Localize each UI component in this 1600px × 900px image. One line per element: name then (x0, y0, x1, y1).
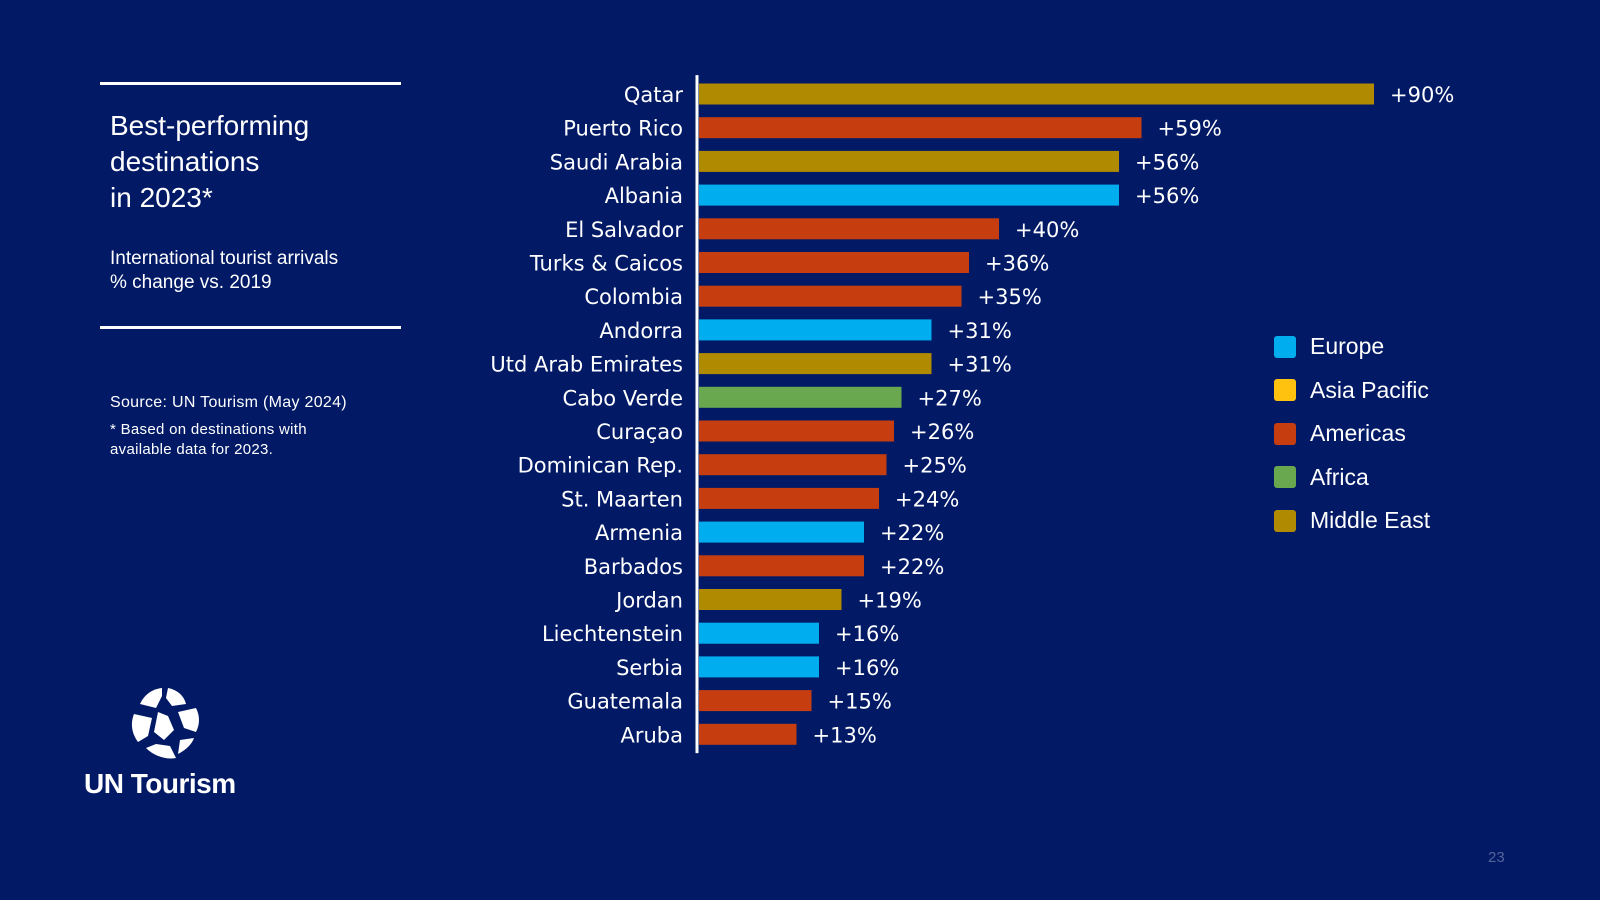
data-label: +36% (985, 252, 1049, 276)
legend-label: Asia Pacific (1310, 376, 1429, 403)
bottom-divider (100, 326, 401, 329)
category-label: Andorra (599, 319, 683, 343)
bar (699, 184, 1119, 206)
data-label: +16% (835, 656, 899, 680)
category-label: Puerto Rico (563, 117, 683, 141)
category-label: Dominican Rep. (518, 454, 683, 478)
bar (699, 420, 894, 442)
legend-label: Middle East (1310, 507, 1431, 533)
category-label: Qatar (624, 83, 684, 107)
category-label: Barbados (584, 555, 683, 579)
bar (699, 622, 819, 644)
logo-text: UN Tourism (84, 768, 236, 799)
category-label: Jordan (614, 589, 683, 613)
data-label: +25% (903, 454, 967, 478)
top-divider (100, 82, 401, 85)
bar (699, 83, 1374, 105)
page-title: Best-performing destinations in 2023* (110, 108, 410, 216)
legend-label: Africa (1310, 463, 1369, 490)
un-tourism-globe-icon (131, 688, 199, 759)
page-number: 23 (1488, 849, 1505, 866)
data-label: +56% (1135, 150, 1199, 174)
bar (699, 454, 887, 476)
bar (699, 117, 1142, 139)
data-label: +16% (835, 622, 899, 646)
legend-swatch (1274, 379, 1296, 401)
subtitle-line: % change vs. 2019 (110, 272, 272, 293)
data-label: +27% (918, 386, 982, 410)
legend-item: Middle East (1274, 507, 1431, 533)
bar (699, 589, 842, 610)
chart-legend: Europe Asia Pacific Americas Africa Middle E… (1274, 333, 1431, 553)
chart-subtitle: International tourist arrivals % change … (110, 247, 410, 295)
data-label: +19% (858, 589, 922, 613)
category-label: Colombia (584, 285, 683, 309)
bar (699, 218, 999, 240)
legend-item: Americas (1274, 420, 1430, 446)
legend-swatch (1274, 422, 1296, 445)
legend-item: Africa (1274, 463, 1430, 490)
title-line: Best-performing (110, 110, 310, 141)
legend-item: Asia Pacific (1274, 376, 1430, 403)
data-label: +59% (1158, 117, 1222, 141)
category-label: Cabo Verde (562, 386, 683, 410)
category-label: El Salvador (565, 218, 683, 242)
bar (699, 353, 932, 375)
bar (699, 285, 962, 307)
legend-label: Europe (1310, 333, 1385, 359)
category-label: Aruba (620, 723, 683, 747)
data-label: +35% (978, 285, 1042, 309)
category-label: Liechtenstein (542, 622, 683, 646)
data-label: +31% (948, 319, 1012, 343)
bar (699, 723, 797, 745)
footnote: * Based on destinations with available d… (110, 420, 400, 460)
data-label: +56% (1135, 184, 1199, 208)
data-label: +40% (1015, 218, 1079, 242)
title-line: destinations (110, 146, 260, 177)
bar (699, 656, 819, 678)
footnote-line: * Based on destinations with (110, 421, 307, 438)
category-label: Serbia (616, 656, 683, 680)
bar (699, 555, 864, 577)
data-label: +90% (1390, 83, 1454, 107)
category-label: Curaçao (596, 420, 683, 444)
source-text: Source: UN Tourism (May 2024) (110, 394, 347, 411)
legend-swatch (1274, 466, 1296, 488)
data-label: +15% (828, 690, 892, 714)
bar (699, 150, 1119, 172)
data-label: +24% (895, 487, 959, 511)
bar (699, 487, 879, 509)
bar (699, 319, 932, 341)
category-label: Turks & Caicos (529, 252, 683, 276)
category-label: St. Maarten (561, 487, 683, 511)
data-label: +22% (880, 521, 944, 545)
data-label: +13% (813, 723, 877, 747)
data-label: +22% (880, 555, 944, 579)
legend-label: Americas (1310, 420, 1406, 446)
legend-item: Europe (1274, 333, 1430, 359)
category-label: Guatemala (567, 690, 683, 714)
un-tourism-logo: UN Tourism (84, 684, 254, 800)
category-label: Armenia (595, 521, 683, 545)
bar (699, 521, 864, 543)
subtitle-line: International tourist arrivals (110, 248, 339, 269)
bar (699, 690, 812, 712)
category-label: Utd Arab Emirates (490, 353, 683, 377)
data-label: +31% (948, 353, 1012, 377)
footnote-line: available data for 2023. (110, 441, 274, 458)
title-line: in 2023* (110, 182, 213, 213)
category-label: Saudi Arabia (550, 150, 683, 174)
bar (699, 252, 969, 273)
legend-swatch (1274, 509, 1296, 532)
data-label: +26% (910, 420, 974, 444)
legend-swatch (1274, 335, 1296, 358)
category-label: Albania (605, 184, 683, 208)
bar (699, 386, 902, 408)
